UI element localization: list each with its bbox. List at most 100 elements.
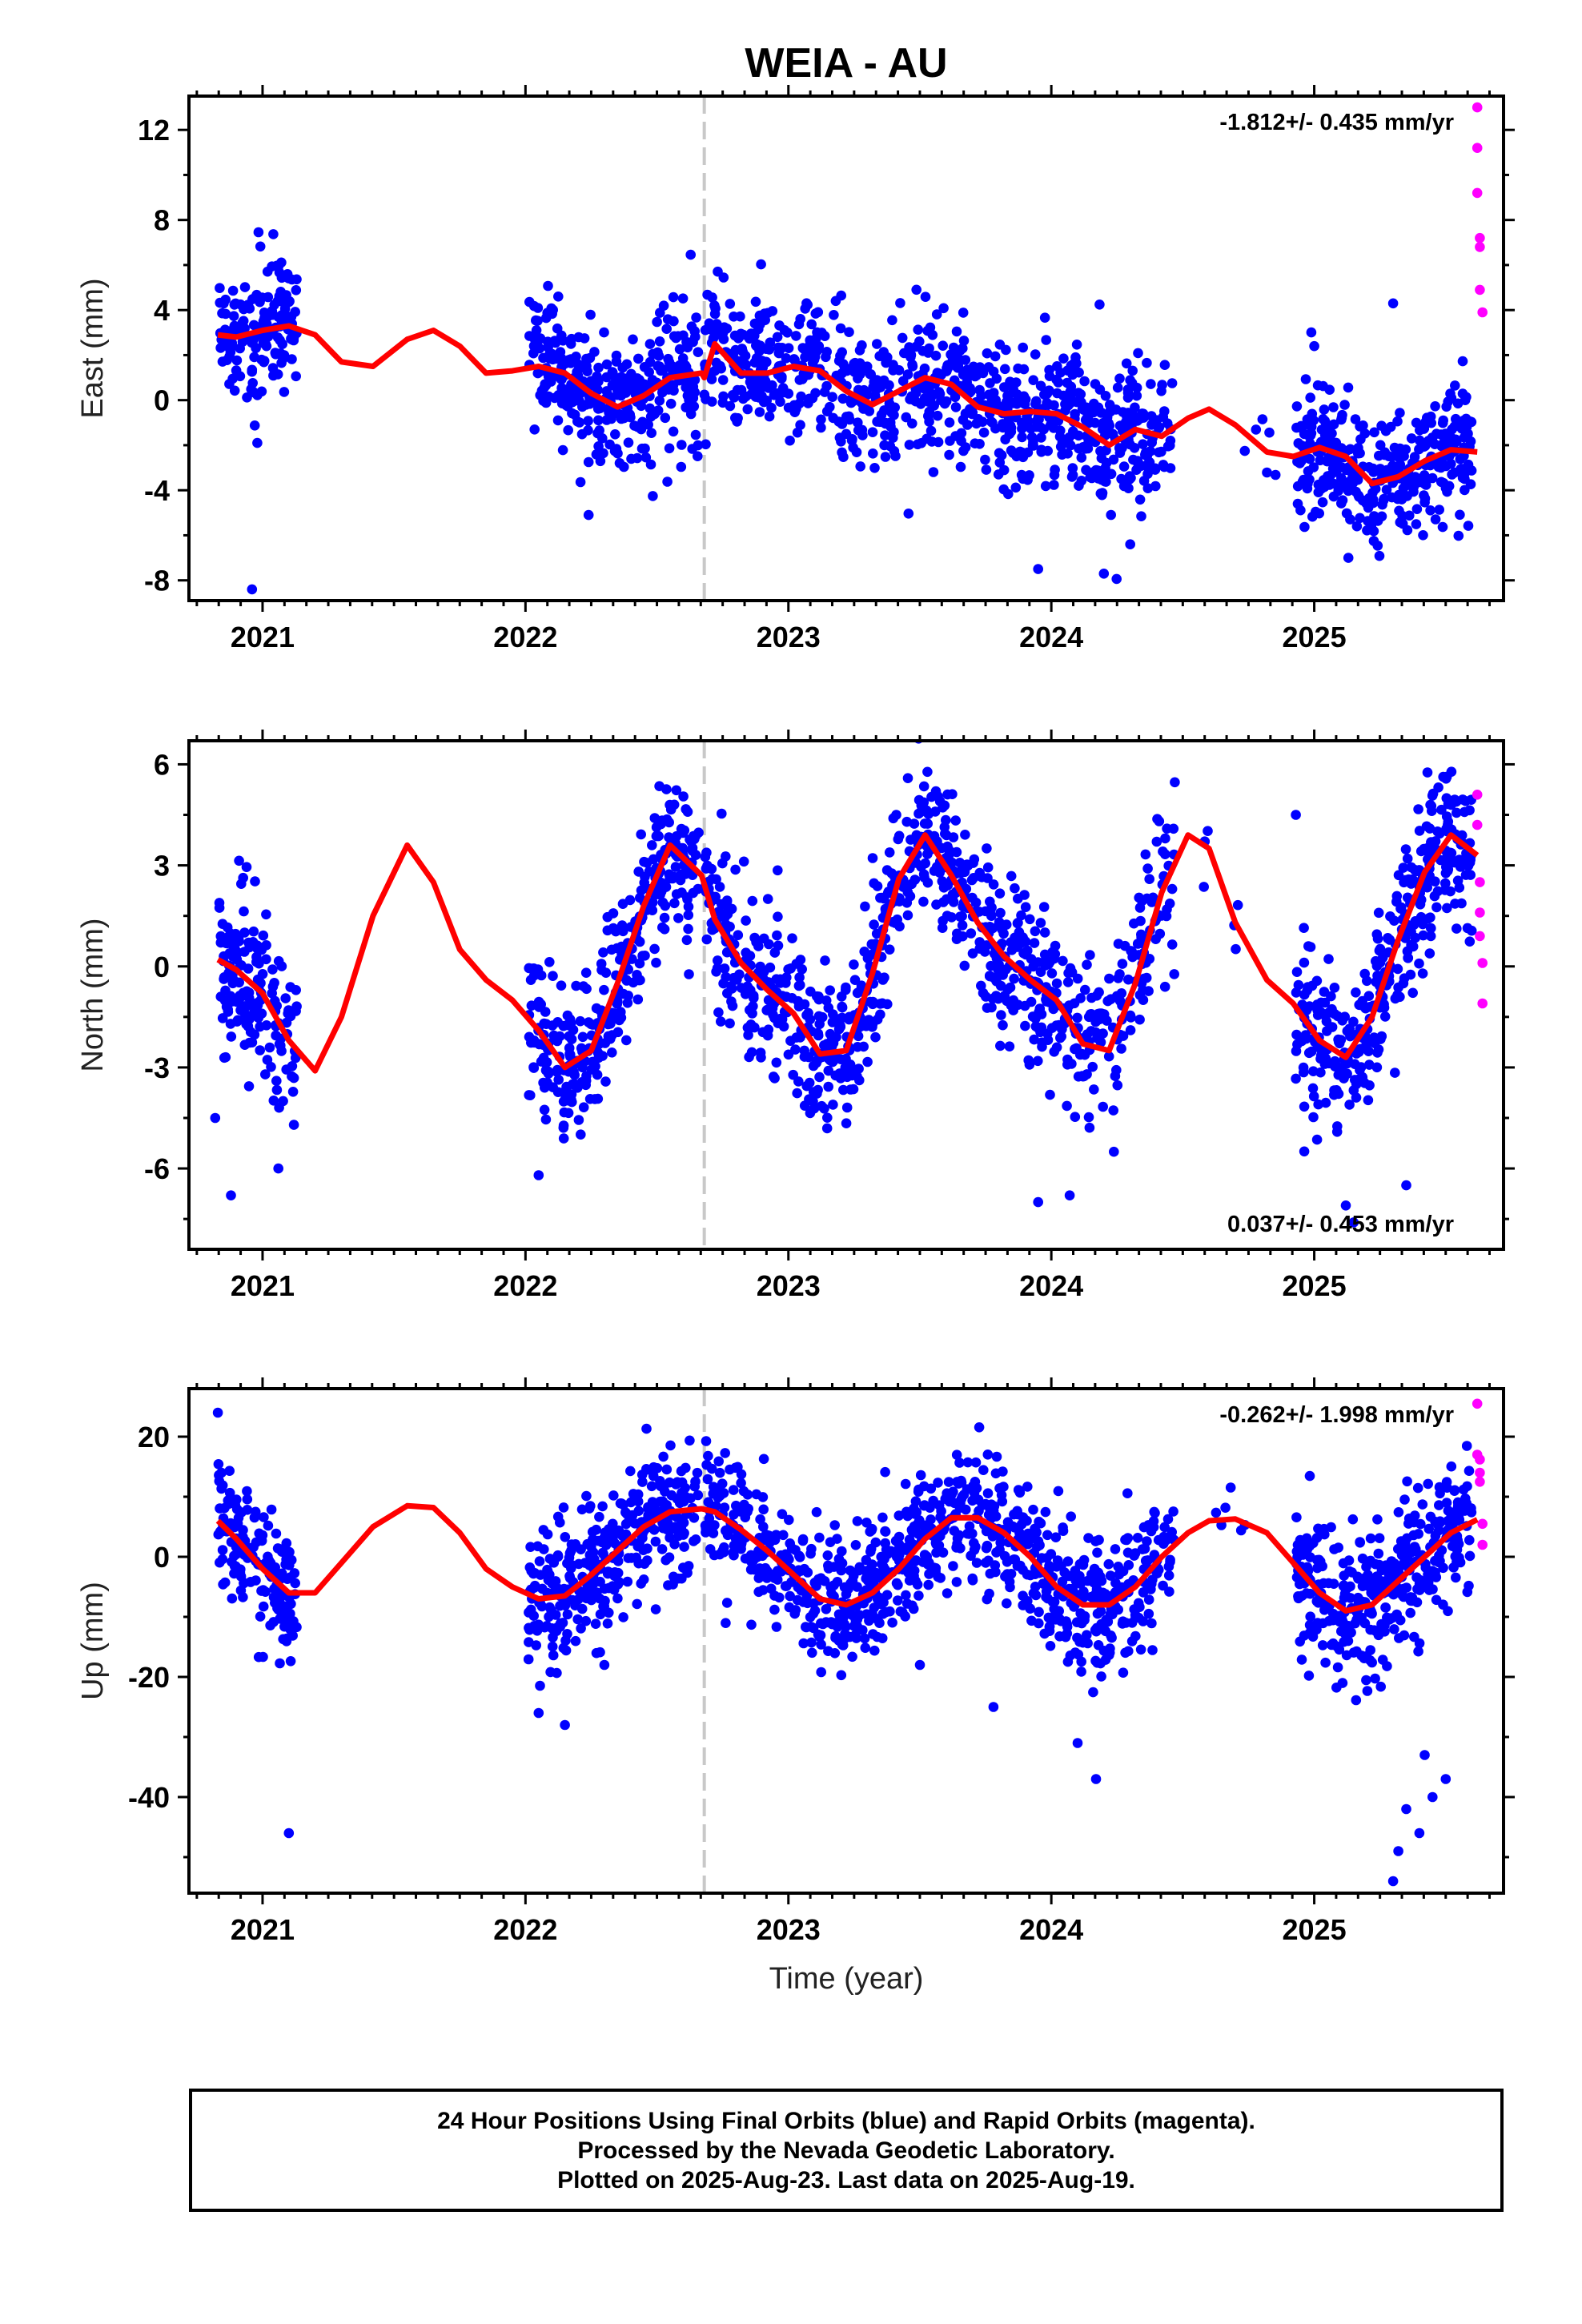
final-point	[602, 1618, 613, 1629]
final-point	[1126, 1618, 1138, 1628]
final-point	[642, 1555, 652, 1566]
final-point	[799, 1100, 810, 1111]
final-point	[1150, 480, 1161, 492]
final-point	[256, 386, 267, 397]
final-point	[555, 1600, 565, 1611]
final-point	[654, 396, 665, 406]
final-point	[849, 357, 861, 368]
final-point	[686, 400, 697, 412]
final-point	[1086, 1026, 1097, 1036]
final-point	[836, 1054, 846, 1064]
final-point	[218, 1579, 228, 1590]
final-point	[626, 453, 636, 464]
final-point	[881, 1606, 891, 1618]
final-point	[673, 1523, 683, 1534]
final-point	[214, 898, 225, 908]
final-point	[791, 404, 801, 414]
final-point	[931, 1539, 942, 1550]
final-point	[904, 440, 915, 450]
final-point	[1114, 373, 1125, 384]
final-point	[1025, 914, 1035, 925]
final-point	[902, 910, 913, 921]
final-point	[1401, 1180, 1411, 1191]
final-point	[1003, 390, 1014, 400]
final-point	[267, 363, 279, 373]
final-point	[879, 1554, 889, 1564]
final-point	[1040, 480, 1051, 492]
final-point	[584, 1560, 595, 1570]
final-point	[576, 1623, 586, 1634]
final-point	[859, 1633, 870, 1644]
final-point	[714, 882, 725, 892]
final-point	[1164, 899, 1175, 909]
final-point	[1071, 1043, 1082, 1054]
final-point	[1369, 427, 1379, 438]
final-point	[701, 1436, 712, 1446]
final-point	[847, 1651, 857, 1663]
final-point	[982, 843, 992, 854]
final-point	[1064, 1190, 1075, 1200]
final-point	[854, 1562, 865, 1573]
final-point	[648, 348, 658, 360]
final-point	[845, 1578, 856, 1589]
final-point	[540, 312, 552, 324]
final-point	[789, 354, 800, 364]
final-point	[1423, 1523, 1435, 1534]
final-point	[564, 1548, 576, 1558]
final-point	[740, 1553, 751, 1564]
final-point	[1147, 1645, 1158, 1655]
final-point	[1014, 1487, 1026, 1498]
final-point	[807, 392, 818, 404]
final-point	[1134, 1602, 1145, 1612]
final-point	[1307, 1083, 1319, 1094]
final-point	[777, 1509, 788, 1519]
final-point	[1078, 1071, 1090, 1082]
final-orbit-series	[215, 227, 1477, 595]
final-point	[808, 1622, 819, 1634]
final-point	[1308, 1091, 1319, 1102]
final-point	[563, 424, 573, 436]
final-point	[570, 1635, 581, 1647]
final-point	[280, 993, 291, 1003]
final-point	[242, 392, 252, 403]
final-point	[1417, 968, 1428, 979]
final-point	[855, 461, 865, 472]
final-point	[531, 325, 542, 336]
final-point	[634, 936, 645, 947]
final-point	[1066, 1511, 1076, 1522]
final-point	[990, 991, 1002, 1001]
final-point	[837, 393, 849, 404]
final-point	[526, 1566, 536, 1577]
final-point	[1127, 365, 1138, 376]
final-point	[1049, 469, 1060, 480]
final-point	[540, 1114, 552, 1125]
final-point	[1053, 1486, 1064, 1497]
final-point	[1336, 414, 1347, 425]
final-point	[721, 947, 733, 958]
final-point	[1128, 454, 1138, 465]
final-point	[955, 461, 966, 472]
final-point	[556, 393, 568, 404]
final-point	[906, 879, 917, 890]
final-point	[791, 331, 801, 341]
final-point	[948, 897, 959, 907]
final-point	[807, 1647, 817, 1659]
final-point	[1055, 1032, 1066, 1043]
final-point	[1419, 478, 1430, 489]
final-point	[958, 336, 970, 346]
final-point	[795, 420, 805, 430]
final-point	[286, 1618, 296, 1629]
final-point	[821, 1617, 832, 1627]
final-point	[1031, 1527, 1042, 1538]
final-point	[1050, 949, 1061, 959]
final-point	[714, 1549, 725, 1560]
final-point	[800, 352, 810, 363]
final-point	[648, 1470, 659, 1482]
final-point	[1118, 461, 1130, 472]
final-point	[1340, 1200, 1351, 1211]
final-point	[1392, 990, 1403, 1000]
final-point	[268, 1096, 279, 1106]
final-point	[593, 441, 604, 452]
final-point	[821, 1604, 832, 1614]
final-point	[676, 1466, 687, 1477]
